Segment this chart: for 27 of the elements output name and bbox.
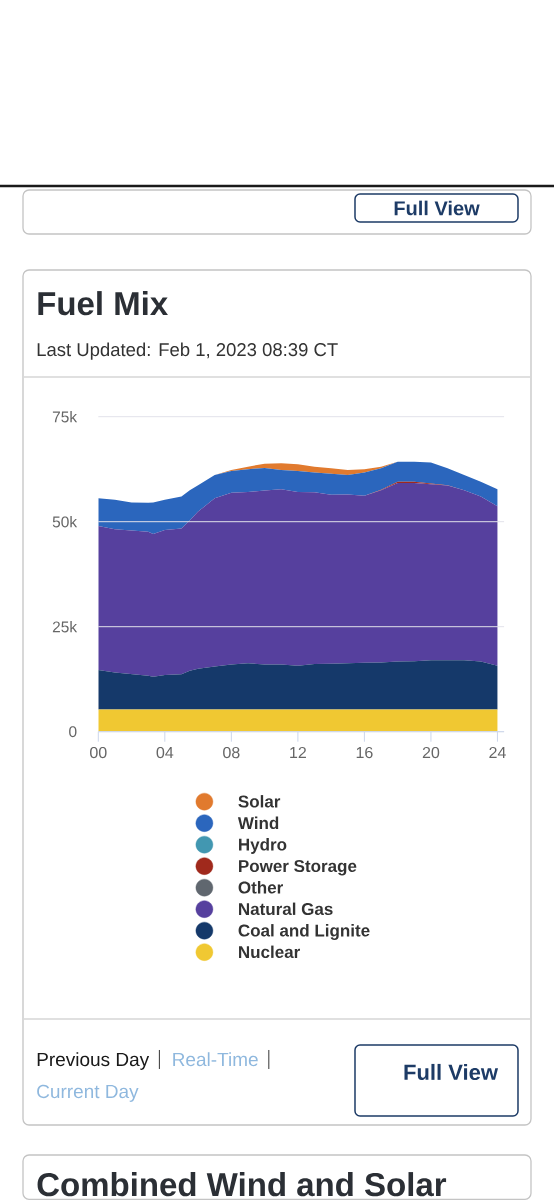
chart-title: Fuel Mix — [38, 291, 168, 316]
legend-label: Solar — [238, 795, 281, 808]
legend-label: Coal and Lignite — [238, 924, 370, 940]
y-tick-label: 25k — [52, 621, 78, 633]
legend-label: Wind — [237, 816, 279, 830]
y-tick-label: 75k — [52, 411, 78, 423]
text: Current Day — [37, 1084, 139, 1102]
text: Full View — [394, 200, 480, 216]
legend-label: Hydro — [239, 838, 287, 854]
x-tick-label: 00 — [90, 746, 107, 759]
x-tick-label: 20 — [422, 746, 440, 759]
text: Full View — [404, 1063, 499, 1081]
chart-subtitle: Last Updated: Feb 1, 2023 08:39 CT — [37, 342, 338, 360]
legend-label: Power Storage — [239, 860, 357, 876]
x-tick-label: 12 — [290, 746, 306, 759]
x-tick-label: 08 — [223, 746, 240, 759]
y-tick-label: 50k — [52, 516, 78, 528]
text: Previous Day — [37, 1052, 150, 1070]
text: Real-Time — [173, 1052, 258, 1067]
legend-label: Other — [238, 881, 283, 894]
legend-label: Natural Gas — [239, 902, 333, 916]
x-tick-label: 04 — [156, 746, 174, 759]
y-tick-label: 0 — [69, 726, 77, 738]
text: Combined Wind and Solar — [37, 1172, 447, 1197]
legend-label: Nuclear — [239, 945, 300, 959]
x-tick-label: 24 — [489, 746, 506, 759]
x-tick-label: 16 — [356, 746, 373, 759]
